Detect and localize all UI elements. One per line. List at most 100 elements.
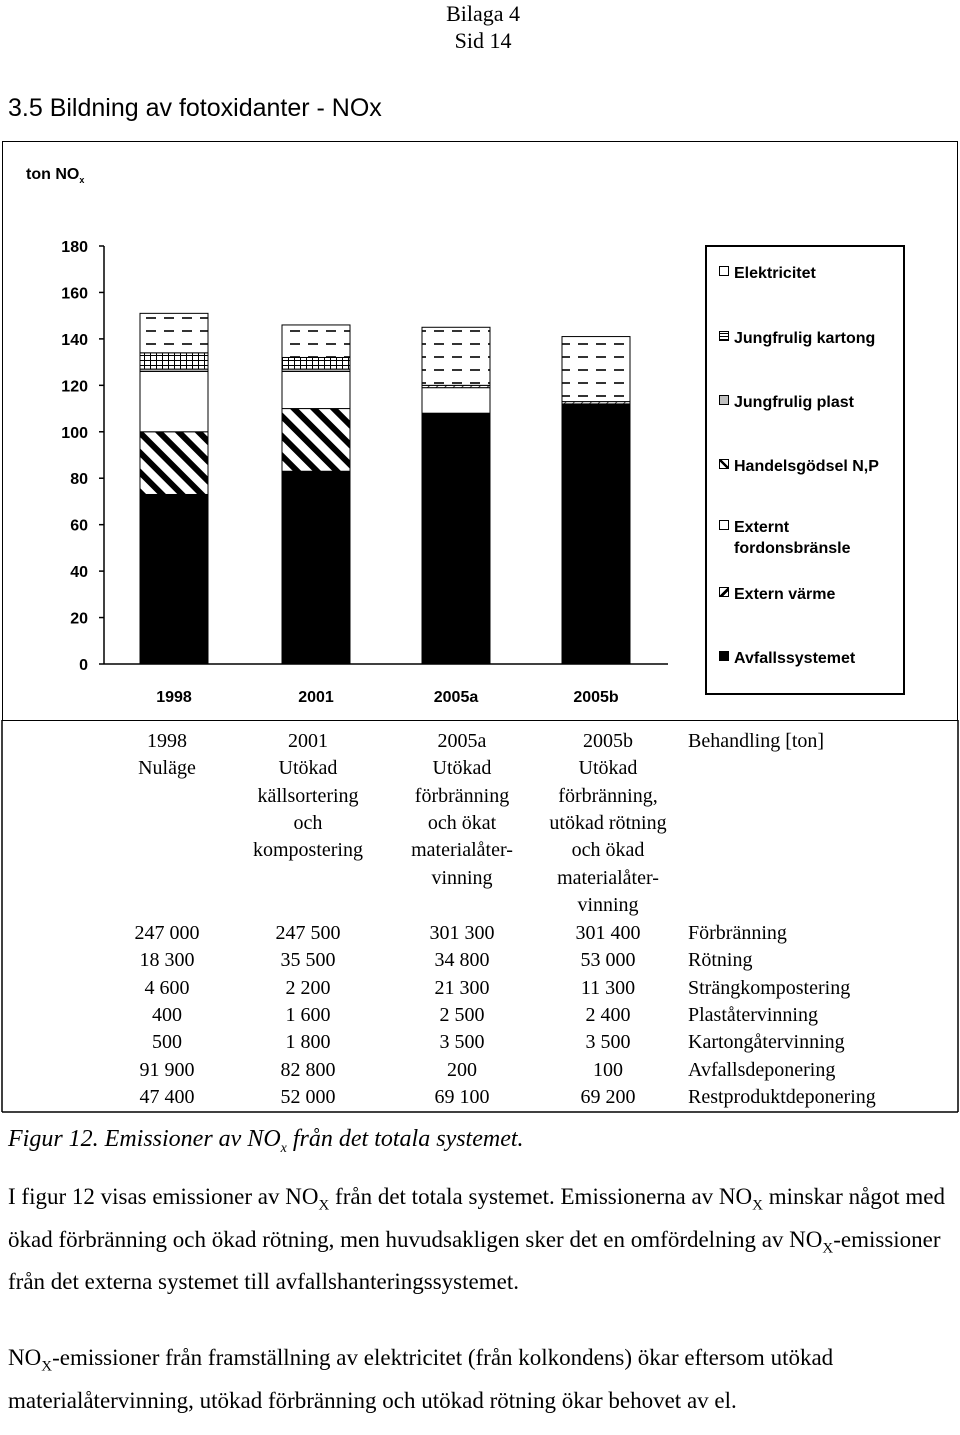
stacked-bar-chart: 0 20 40 60 80 100 120 140 160 180 1998 2001 2005a 200… xyxy=(61,239,668,706)
bar-segment-jungfrulig-kartong xyxy=(281,356,351,370)
caption-subscript: x xyxy=(280,1140,287,1156)
bar-segment-avfallssystemet xyxy=(281,470,351,665)
bar-segment-extern-v-rme xyxy=(139,431,209,495)
scenario-header-line: och ökat xyxy=(427,811,497,834)
legend-label: Avfallssystemet xyxy=(734,650,856,667)
p1-sub-b: X xyxy=(752,1197,763,1214)
table-cell: 1 600 xyxy=(285,1004,331,1026)
y-tick-label: 180 xyxy=(61,239,88,256)
appendix-label: Bilaga 4 xyxy=(446,1,520,26)
table-cell: 100 xyxy=(593,1059,623,1081)
legend-label: Jungfrulig plast xyxy=(734,394,854,411)
table-row-label: Kartongåtervinning xyxy=(688,1031,845,1053)
table-cell: 400 xyxy=(152,1004,182,1026)
table-cell: 53 000 xyxy=(580,949,636,971)
legend-swatch xyxy=(719,459,729,469)
p1-sub-c: X xyxy=(822,1240,834,1257)
y-tick-label: 20 xyxy=(70,611,88,628)
scenario-header-line: vinning xyxy=(431,866,493,889)
y-tick-label: 120 xyxy=(61,378,88,395)
bar-segment-elektricitet xyxy=(421,326,491,386)
y-tick-label: 0 xyxy=(79,657,88,674)
table-cell: 11 300 xyxy=(580,977,636,999)
scenario-header-line: Utökad xyxy=(578,757,638,780)
scenario-header-line: vinning xyxy=(577,893,639,916)
page-header: Bilaga 4 Sid 14 xyxy=(446,0,520,54)
table-cell: 52 000 xyxy=(280,1086,336,1108)
table-row-label: Avfallsdeponering xyxy=(688,1059,836,1081)
row-header-title: Behandling [ton] xyxy=(688,730,825,752)
table-cell: 69 100 xyxy=(434,1086,490,1108)
y-tick-label: 160 xyxy=(61,285,88,302)
y-tick-label: 40 xyxy=(70,564,88,581)
legend-label: Externt fordonsbränsle xyxy=(734,519,851,557)
scenario-header-line: Utökad xyxy=(432,757,492,780)
treatment-table: 1998 Nuläge 2001 Utökad källsortering och komp… xyxy=(0,720,960,1115)
scenario-header-line: Utökad xyxy=(278,757,338,780)
table-row-label: Plaståtervinning xyxy=(688,1004,818,1026)
scenario-header-line: källsortering xyxy=(257,784,359,807)
bar-segment-elektricitet xyxy=(561,336,631,403)
scenario-header-line: 1998 xyxy=(147,730,187,752)
legend-swatch xyxy=(719,651,729,661)
scenario-header-line: och ökad xyxy=(571,839,645,862)
table-cell: 4 600 xyxy=(144,977,190,999)
bar-segment-jungfrulig-kartong xyxy=(139,352,209,370)
section-title: 3.5 Bildning av fotoxidanter - NOx xyxy=(8,94,382,122)
table-cell: 21 300 xyxy=(434,977,490,999)
p1-part-a: I figur 12 visas emissioner av NO xyxy=(8,1184,319,1209)
scenario-header-line: förbränning, xyxy=(558,784,658,807)
table-cell: 200 xyxy=(447,1059,477,1081)
table-cell: 1 800 xyxy=(285,1031,331,1053)
x-category-label: 2001 xyxy=(298,689,334,706)
table-row-label: Strängkompostering xyxy=(688,977,851,999)
p1-part-c: minskar något med ökad förbränning och ö… xyxy=(8,1184,946,1252)
bar-segment-avfallssystemet xyxy=(561,403,631,665)
scenario-header-line: 2005a xyxy=(437,730,487,752)
y-axis-unit-sub: x xyxy=(79,175,85,186)
legend-swatch xyxy=(719,395,729,405)
y-axis-unit: ton NOx xyxy=(26,166,84,185)
table-row-label: Rötning xyxy=(688,949,753,971)
paragraph-1: I figur 12 visas emissioner av NOX från … xyxy=(8,1180,953,1298)
scenario-header-line: Nuläge xyxy=(138,757,196,780)
p2-part-a: NO xyxy=(8,1345,42,1370)
table-rules xyxy=(1,720,959,1113)
x-category-label: 2005a xyxy=(434,689,479,706)
table-cell: 2 400 xyxy=(585,1004,631,1026)
bar-segment-externt-fordonsbr-nsle xyxy=(139,370,209,433)
table-cell: 18 300 xyxy=(139,949,195,971)
scenario-header-line: förbränning xyxy=(414,784,510,807)
caption-text: Figur 12. Emissioner av NO xyxy=(8,1126,281,1152)
bar-segment-avfallssystemet xyxy=(421,412,491,665)
table-cell: 500 xyxy=(152,1031,182,1053)
table-cell: 35 500 xyxy=(280,949,336,971)
legend-label: Extern värme xyxy=(734,586,836,603)
y-axis-unit-main: ton NO xyxy=(26,166,80,183)
scenario-header-line: materialåter- xyxy=(411,839,513,862)
p1-part-d: -emissioner från det externa systemet ti… xyxy=(8,1226,941,1295)
chart-labels: 0 20 40 60 80 100 120 140 160 180 1998 2001 2005a 200… xyxy=(61,239,619,706)
bar-segment-externt-fordonsbr-nsle xyxy=(421,387,491,414)
legend-swatch xyxy=(719,520,729,530)
scenario-header-line: och xyxy=(293,811,323,834)
table-cell: 69 200 xyxy=(580,1086,636,1108)
table-cell: 82 800 xyxy=(280,1059,336,1081)
table-cell: 3 500 xyxy=(585,1031,631,1053)
bar-segment-externt-fordonsbr-nsle xyxy=(281,370,351,410)
y-tick-label: 80 xyxy=(70,471,88,488)
bar-segment-elektricitet xyxy=(139,312,209,354)
table-cell: 2 500 xyxy=(439,1004,485,1026)
table-cell: 2 200 xyxy=(285,977,331,999)
scenario-header-line: kompostering xyxy=(253,839,363,862)
caption-text-end: från det totala systemet. xyxy=(286,1126,524,1152)
legend-label: Handelsgödsel N,P xyxy=(734,458,879,475)
x-category-label: 2005b xyxy=(573,689,619,706)
chart-bars xyxy=(139,312,631,665)
table-cell: 301 300 xyxy=(429,922,495,944)
p1-sub-a: X xyxy=(318,1197,330,1214)
legend-label: Elektricitet xyxy=(734,265,816,282)
bar-segment-avfallssystemet xyxy=(139,493,209,665)
x-category-label: 1998 xyxy=(156,689,192,706)
paragraph-2: NOX-emissioner från framställning av ele… xyxy=(8,1341,953,1417)
